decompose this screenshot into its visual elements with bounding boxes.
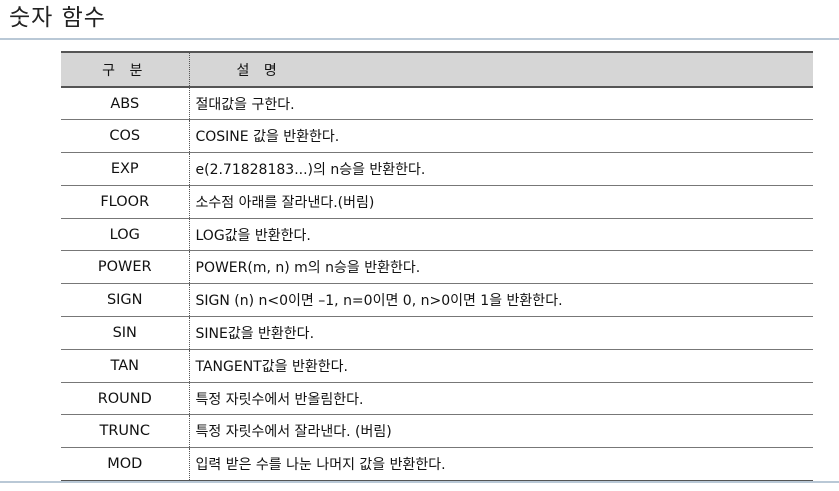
function-description: LOG값을 반환한다. (189, 218, 813, 252)
table-row: COS COSINE 값을 반환한다. (61, 119, 813, 154)
function-name: EXP (61, 152, 190, 186)
function-name: TRUNC (61, 414, 190, 449)
title-underline (0, 38, 839, 40)
function-description: 특정 자릿수에서 반올림한다. (189, 382, 813, 416)
page-title: 숫자 함수 (9, 5, 106, 31)
table-row: EXP e(2.71828183...)의 n승을 반환한다. (61, 152, 813, 186)
table-row: LOG LOG값을 반환한다. (61, 218, 813, 252)
function-description: POWER(m, n) m의 n승을 반환한다. (189, 250, 813, 285)
function-description: SIGN (n) n<0이면 –1, n=0이면 0, n>0이면 1을 반환한… (189, 283, 813, 318)
table-row: ROUND 특정 자릿수에서 반올림한다. (61, 382, 813, 416)
function-name: COS (61, 119, 190, 154)
table-header-row: 구 분 설 명 (61, 51, 813, 88)
table-row: SIN SINE값을 반환한다. (61, 316, 813, 350)
function-description: 소수점 아래를 잘라낸다.(버림) (189, 185, 813, 219)
table-row: TRUNC 특정 자릿수에서 잘라낸다. (버림) (61, 414, 813, 449)
function-name: POWER (61, 250, 190, 285)
function-name: LOG (61, 218, 190, 252)
function-description: e(2.71828183...)의 n승을 반환한다. (189, 152, 813, 186)
function-name: ROUND (61, 382, 190, 416)
function-description: 특정 자릿수에서 잘라낸다. (버림) (189, 414, 813, 449)
function-description: COSINE 값을 반환한다. (189, 119, 813, 154)
function-description: 절대값을 구한다. (189, 87, 813, 121)
table-row: POWER POWER(m, n) m의 n승을 반환한다. (61, 250, 813, 285)
function-name: TAN (61, 349, 190, 383)
table-row: TAN TANGENT값을 반환한다. (61, 349, 813, 383)
numeric-functions-table: 구 분 설 명 ABS 절대값을 구한다. COS COSINE 값을 반환한다. EX… (61, 51, 813, 482)
function-name: MOD (61, 447, 190, 482)
header-description: 설 명 (189, 51, 813, 88)
function-name: ABS (61, 87, 190, 121)
function-name: SIGN (61, 283, 190, 318)
table-row: ABS 절대값을 구한다. (61, 87, 813, 121)
function-description: TANGENT값을 반환한다. (189, 349, 813, 383)
function-name: FLOOR (61, 185, 190, 219)
function-description: 입력 받은 수를 나눈 나머지 값을 반환한다. (189, 447, 813, 482)
table-row: SIGN SIGN (n) n<0이면 –1, n=0이면 0, n>0이면 1을… (61, 283, 813, 318)
function-name: SIN (61, 316, 190, 350)
bottom-rule (0, 481, 839, 483)
table-row: FLOOR 소수점 아래를 잘라낸다.(버림) (61, 185, 813, 219)
function-description: SINE값을 반환한다. (189, 316, 813, 350)
header-category: 구 분 (61, 51, 190, 88)
table-row: MOD 입력 받은 수를 나눈 나머지 값을 반환한다. (61, 447, 813, 482)
